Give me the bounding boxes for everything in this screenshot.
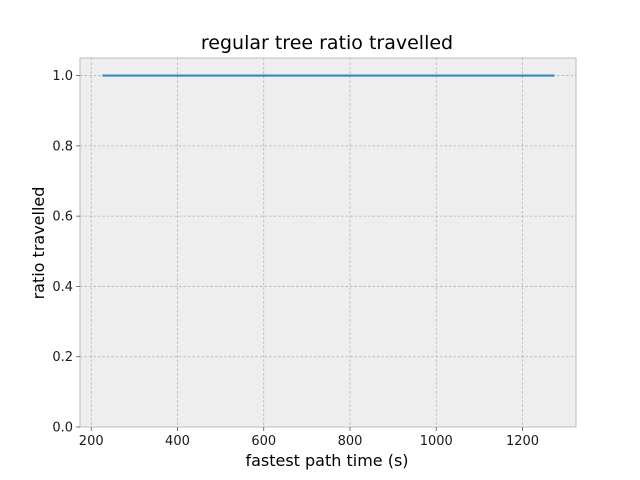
x-tick-label: 1000 [420, 434, 453, 449]
y-tick-label: 0.0 [52, 421, 73, 436]
x-tick-label: 800 [338, 434, 363, 449]
y-tick-label: 1.0 [52, 69, 73, 84]
chart-title: regular tree ratio travelled [201, 32, 453, 54]
y-axis-ticks: 0.0 0.2 0.4 0.6 0.8 1.0 [52, 69, 80, 436]
y-tick-label: 0.8 [52, 139, 73, 154]
y-tick-label: 0.6 [52, 210, 73, 225]
y-tick-label: 0.4 [52, 280, 73, 295]
plot-area [80, 58, 576, 427]
x-tick-label: 200 [79, 434, 104, 449]
x-tick-label: 400 [165, 434, 190, 449]
y-axis-title: ratio travelled [29, 187, 48, 300]
x-axis-title: fastest path time (s) [245, 451, 408, 470]
plot-frame [79, 57, 577, 428]
x-axis-ticks: 200 400 600 800 1000 1200 [79, 427, 539, 449]
y-tick-label: 0.2 [52, 350, 73, 365]
x-tick-label: 1200 [506, 434, 539, 449]
x-tick-label: 600 [251, 434, 276, 449]
